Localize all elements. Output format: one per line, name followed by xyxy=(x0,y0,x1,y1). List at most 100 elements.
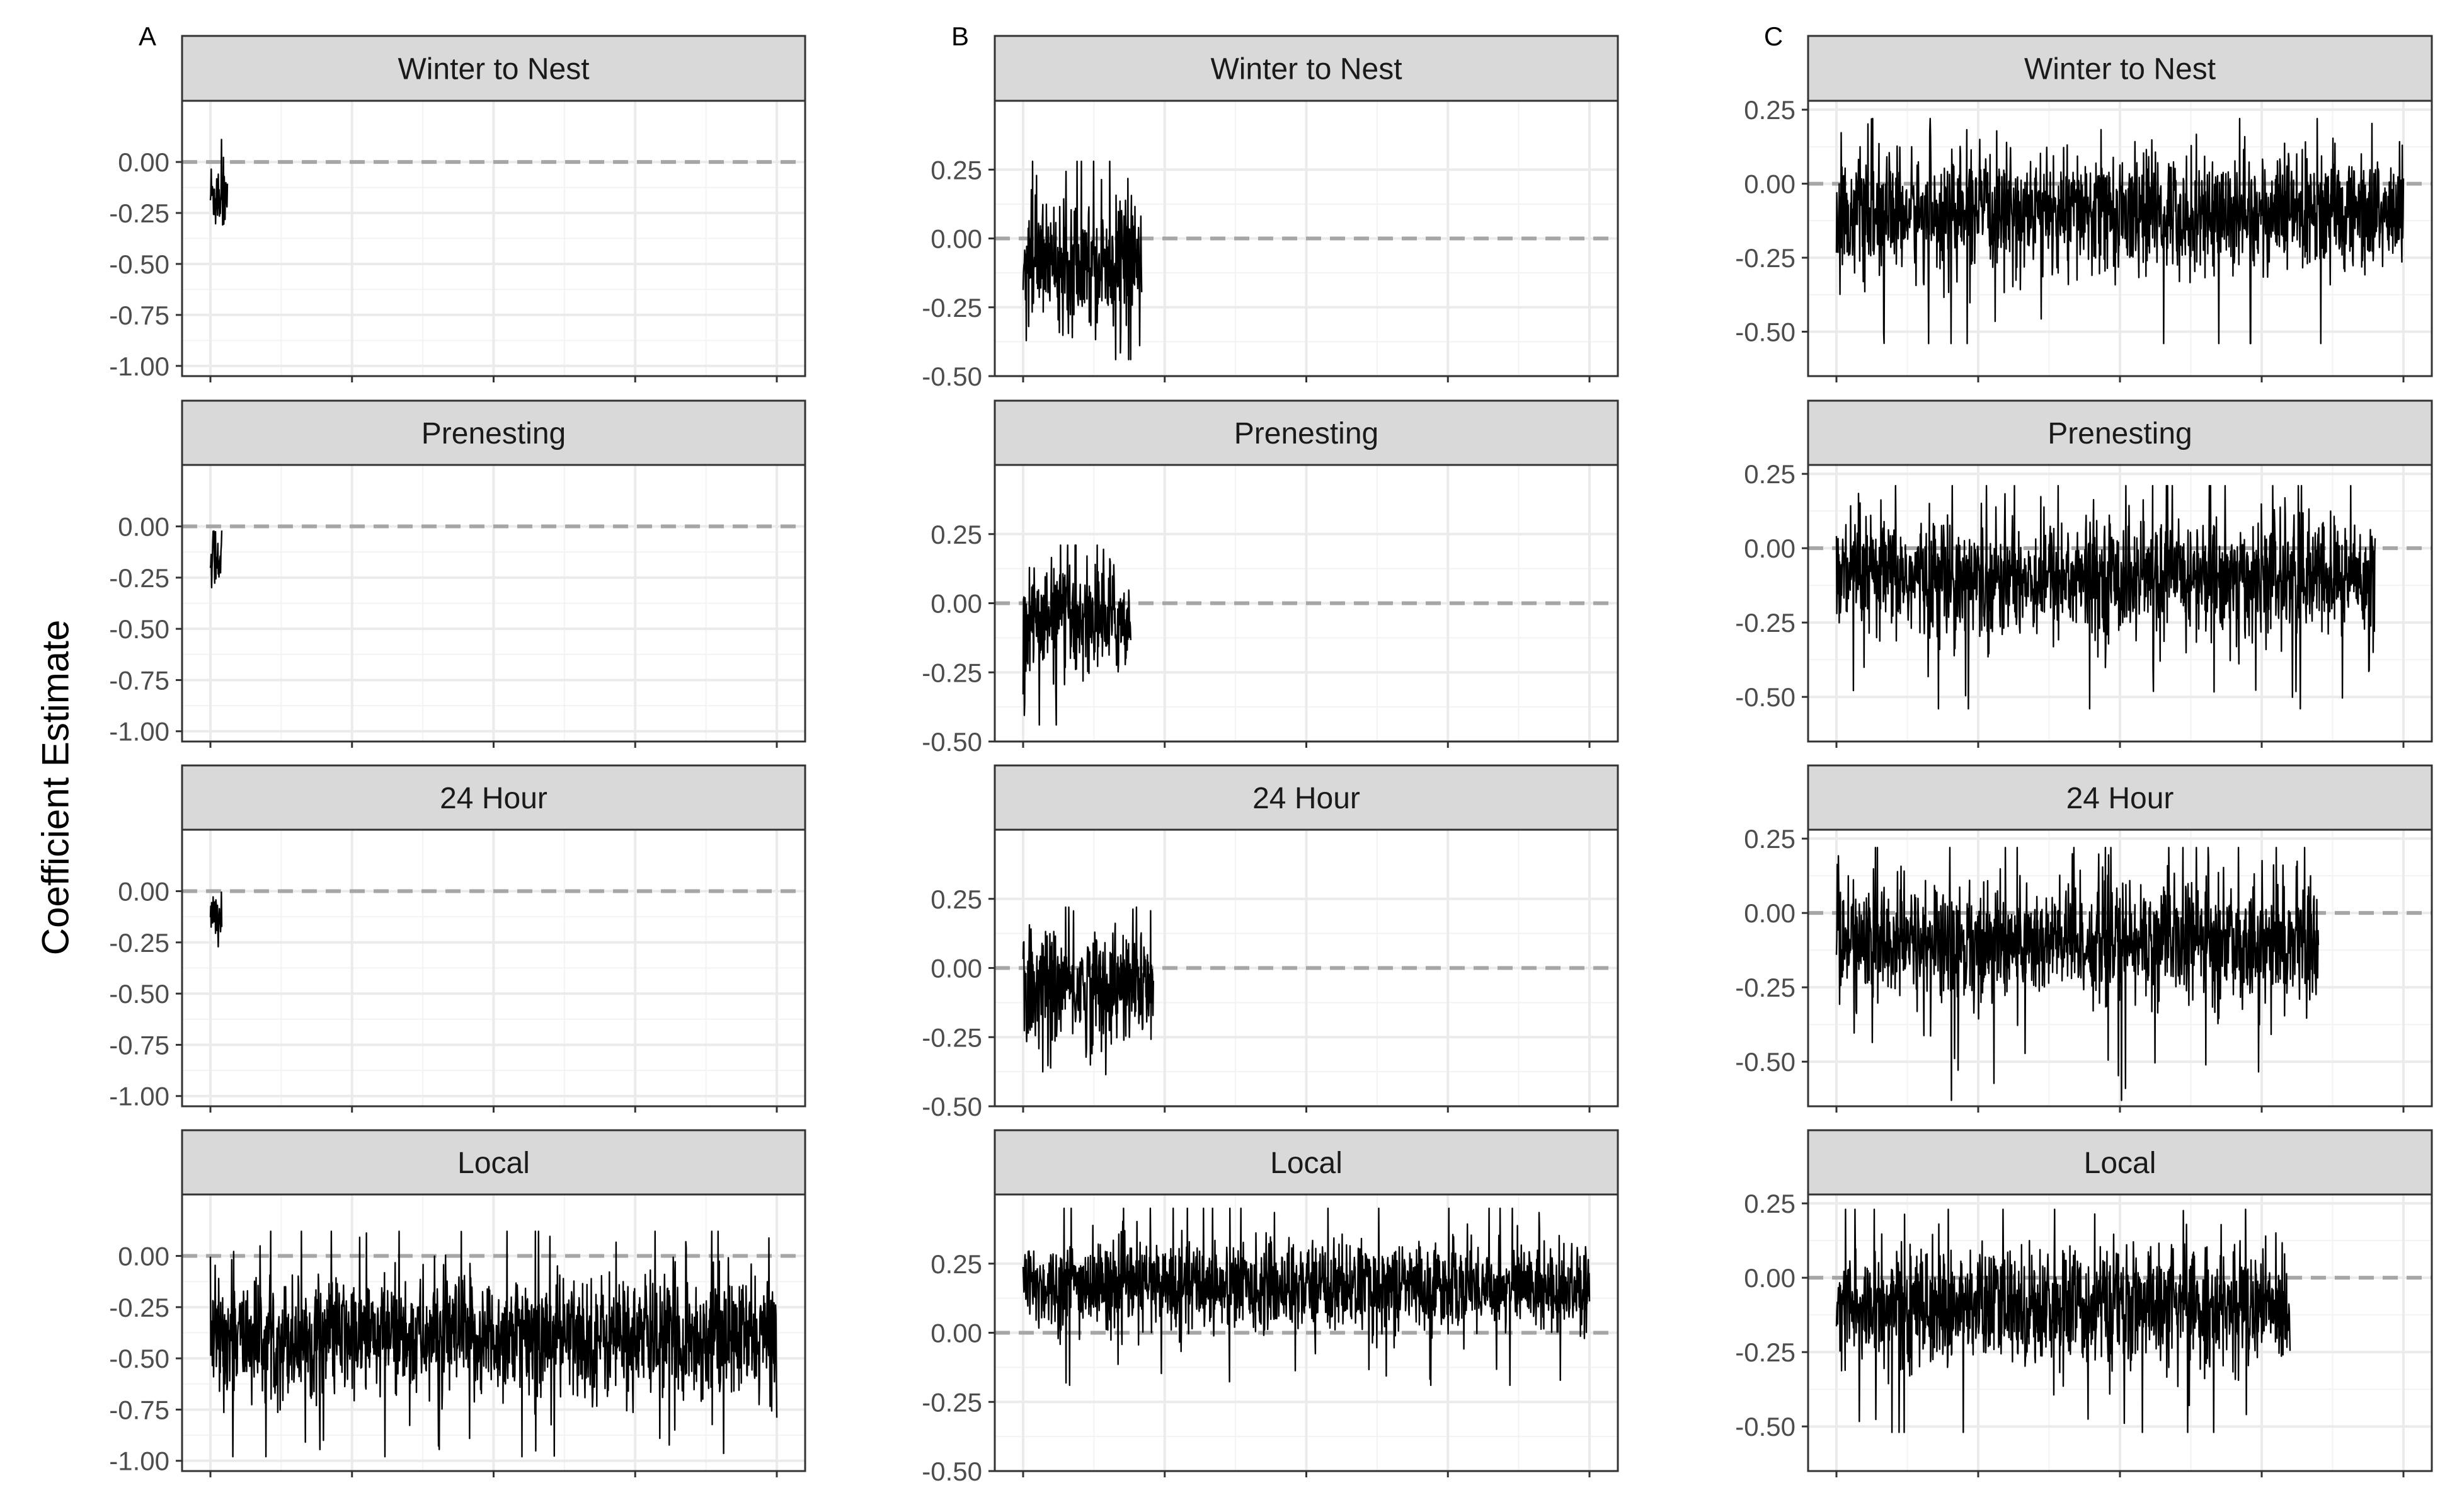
trace-line xyxy=(209,891,223,948)
panel-c-24-hour: 24 Hour 0.25 0.00 -0.25 -0.50 xyxy=(1735,764,2433,1113)
y-tick-label: -0.50 xyxy=(1735,1412,1796,1441)
y-tick-label: 0.00 xyxy=(1744,898,1796,928)
y-tick-label: -0.25 xyxy=(1735,973,1796,1002)
strip-title: Winter to Nest xyxy=(1210,53,1402,86)
y-tick-label: -0.50 xyxy=(922,362,982,391)
trace-line xyxy=(1022,906,1154,1075)
y-tick-label: -0.50 xyxy=(922,727,982,757)
trace-line xyxy=(209,530,223,588)
panel-b-winter-to-nest: Winter to Nest 0.25 0.00 -0.25 -0.50 xyxy=(922,35,1619,391)
y-tick-label: 0.00 xyxy=(1744,169,1796,199)
strip xyxy=(994,399,1619,466)
y-tick-label: -0.25 xyxy=(109,1293,169,1322)
strip-title: 24 Hour xyxy=(440,782,547,815)
y-tick-label: -0.75 xyxy=(109,1395,169,1424)
y-tick-label: 0.00 xyxy=(931,224,982,254)
y-tick-label: -0.25 xyxy=(922,1387,982,1417)
y-tick-label: -0.25 xyxy=(109,198,169,228)
panel-a-local: Local 0.00 -0.25 -0.50 -0.75 -1.00 xyxy=(109,1129,806,1477)
panel-c-prenesting: Prenesting 0.25 0.00 -0.25 -0.50 xyxy=(1735,399,2433,748)
y-tick-label: 0.00 xyxy=(931,954,982,983)
y-tick-label: 0.25 xyxy=(1744,1189,1796,1218)
y-tick-label: -0.50 xyxy=(922,1457,982,1486)
strip-title: Prenesting xyxy=(2048,417,2192,450)
panel-a-prenesting: Prenesting 0.00 -0.25 -0.50 -0.75 -1.00 xyxy=(109,399,806,748)
y-tick-label: -0.25 xyxy=(1735,243,1796,273)
strip-title: Winter to Nest xyxy=(398,53,589,86)
strip xyxy=(994,35,1619,102)
y-tick-label: -1.00 xyxy=(109,717,169,747)
y-tick-label: -1.00 xyxy=(109,352,169,381)
trace-line xyxy=(1835,1208,2291,1433)
panel-b-prenesting: Prenesting 0.25 0.00 -0.25 -0.50 xyxy=(922,399,1619,757)
y-tick-label: 0.00 xyxy=(118,1242,169,1271)
strip xyxy=(994,764,1619,831)
strip-title: Local xyxy=(1270,1147,1343,1180)
strip-title: Local xyxy=(457,1147,530,1180)
y-tick-label: 0.00 xyxy=(931,589,982,619)
strip-title: 24 Hour xyxy=(1252,782,1360,815)
y-tick-label: 0.25 xyxy=(931,155,982,185)
strip xyxy=(181,35,806,102)
column-label-b: B xyxy=(951,21,969,51)
trace-line xyxy=(1835,484,2376,710)
trace-line xyxy=(209,1230,778,1458)
y-tick-label: -0.25 xyxy=(922,1022,982,1052)
y-tick-label: 0.25 xyxy=(931,1249,982,1279)
y-tick-label: 0.00 xyxy=(118,147,169,177)
y-tick-label: -0.75 xyxy=(109,1030,169,1060)
y-tick-label: -1.00 xyxy=(109,1446,169,1476)
strip-title: Winter to Nest xyxy=(2024,53,2216,86)
y-tick-label: -0.50 xyxy=(109,1344,169,1373)
y-tick-label: -0.25 xyxy=(922,658,982,687)
y-tick-label: 0.00 xyxy=(931,1319,982,1348)
panel-b-24-hour: 24 Hour 0.25 0.00 -0.25 -0.50 xyxy=(922,764,1619,1121)
y-tick-label: 0.25 xyxy=(1744,824,1796,854)
y-tick-label: 0.00 xyxy=(118,877,169,907)
strip-title: Local xyxy=(2084,1147,2156,1180)
strip-title: Prenesting xyxy=(421,417,566,450)
column-label-a: A xyxy=(139,21,156,51)
y-tick-label: -0.25 xyxy=(1735,1337,1796,1367)
strip xyxy=(1807,35,2433,102)
y-tick-label: 0.25 xyxy=(1744,95,1796,125)
trace-line xyxy=(209,139,229,226)
panel-b-local: Local 0.25 0.00 -0.25 -0.50 xyxy=(922,1129,1619,1486)
trace-line xyxy=(1022,160,1143,360)
y-tick-label: 0.25 xyxy=(931,885,982,914)
trace-line xyxy=(1835,118,2405,345)
y-tick-label: -0.25 xyxy=(109,563,169,593)
y-tick-label: 0.25 xyxy=(931,520,982,549)
trace-line xyxy=(1022,544,1131,726)
y-tick-label: 0.00 xyxy=(118,512,169,542)
y-tick-label: -0.50 xyxy=(109,979,169,1009)
panel-a-winter-to-nest: Winter to Nest 0.00 -0.25 -0.50 -0.75 -1.00 xyxy=(109,35,806,382)
y-tick-label: -0.50 xyxy=(1735,1047,1796,1077)
y-tick-label: -0.25 xyxy=(109,928,169,958)
y-tick-label: 0.00 xyxy=(1744,534,1796,563)
strip xyxy=(181,764,806,831)
strip xyxy=(994,1129,1619,1196)
y-tick-label: -0.75 xyxy=(109,665,169,695)
y-tick-label: 0.25 xyxy=(1744,459,1796,489)
strip-title: Prenesting xyxy=(1234,417,1378,450)
column-label-c: C xyxy=(1764,21,1783,51)
y-tick-label: -0.50 xyxy=(1735,318,1796,347)
y-tick-label: -0.25 xyxy=(922,293,982,323)
strip xyxy=(1807,399,2433,466)
y-tick-label: -0.50 xyxy=(109,249,169,279)
panel-c-winter-to-nest: Winter to Nest 0.25 0.00 -0.25 -0.50 xyxy=(1735,35,2433,382)
strip-title: 24 Hour xyxy=(2066,782,2174,815)
panel-c-local: Local 0.25 0.00 -0.25 -0.50 xyxy=(1735,1129,2433,1477)
trace-line xyxy=(1022,1207,1591,1387)
y-tick-label: -0.25 xyxy=(1735,608,1796,638)
y-tick-label: -0.75 xyxy=(109,301,169,330)
strip xyxy=(181,399,806,466)
y-tick-label: -0.50 xyxy=(109,614,169,644)
y-tick-label: 0.00 xyxy=(1744,1263,1796,1293)
y-tick-label: -0.50 xyxy=(1735,682,1796,712)
panel-a-24-hour: 24 Hour 0.00 -0.25 -0.50 -0.75 -1.00 xyxy=(109,764,806,1113)
y-tick-label: -1.00 xyxy=(109,1082,169,1111)
